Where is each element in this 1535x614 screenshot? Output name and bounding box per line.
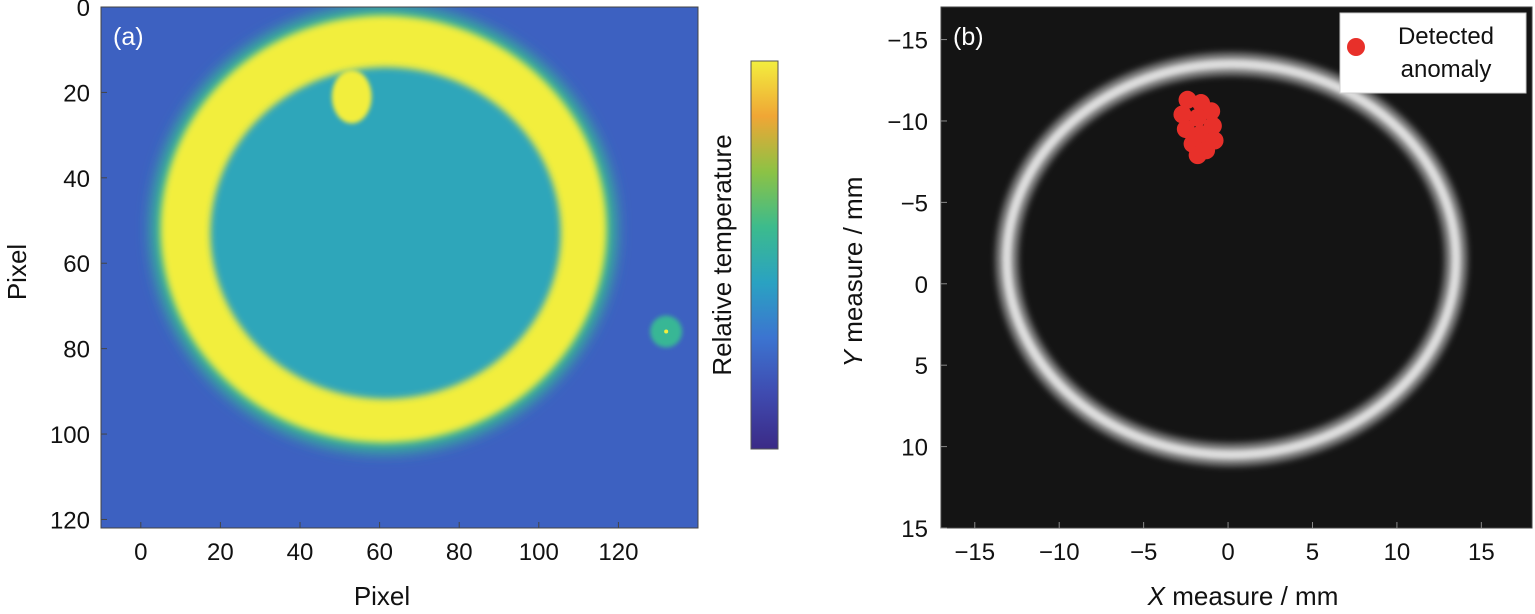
panel-b-label: (b) [953, 23, 984, 51]
heatmap-y-tick-label: 120 [50, 507, 90, 534]
heatmap-y-tick-label: 0 [77, 0, 90, 22]
reconstruction-y-tick-label: −10 [887, 109, 928, 136]
reconstruction-ring [1002, 59, 1461, 460]
anomaly-point [1178, 90, 1197, 109]
heatmap-y-tick-label: 80 [63, 337, 90, 364]
reconstruction-background [941, 7, 1532, 528]
reconstruction-x-ticks: −15 −10 −5 0 5 10 15 [954, 522, 1495, 566]
heatmap-x-axis-label: Pixel [354, 581, 410, 611]
legend-label-line1: Detected [1398, 23, 1494, 50]
heatmap-y-ticks: 0 20 40 60 80 100 120 [50, 0, 107, 534]
heatmap-x-tick-label: 60 [366, 539, 393, 566]
heatmap-y-tick-label: 60 [63, 251, 90, 278]
anomaly-point [1173, 105, 1192, 124]
x-axis-label-italic: X [1147, 581, 1167, 611]
anomaly-point [1202, 102, 1221, 121]
heatmap-x-tick-label: 120 [598, 539, 638, 566]
heatmap-x-tick-label: 40 [287, 539, 314, 566]
reconstruction-frame [940, 6, 1533, 529]
y-axis-label-italic: Y [838, 348, 868, 367]
thermal-heatmap-panel: (a) 0 20 40 60 80 100 120 0 20 40 60 80 100 120 Pixe… [2, 0, 779, 611]
legend-box [1339, 12, 1527, 94]
reconstruction-x-tick-label: 10 [1384, 539, 1411, 566]
heatmap-frame [100, 6, 699, 529]
colorbar-label: Relative temperature [707, 134, 737, 375]
heatmap-y-axis-label: Pixel [2, 244, 32, 300]
hot-spot [331, 69, 372, 124]
reconstruction-y-axis-label: Y measure / mm [838, 177, 868, 368]
reconstruction-x-tick-label: 5 [1306, 539, 1319, 566]
reconstruction-y-tick-label: 15 [901, 516, 928, 543]
legend-label-line2: anomaly [1401, 56, 1492, 83]
reconstruction-x-axis-label: X measure / mm [1147, 581, 1339, 611]
reconstruction-panel: (b) −15 −10 −5 0 5 10 15 −15 −10 −5 0 5 10 15 X meas… [838, 6, 1533, 611]
reconstruction-plot-area [941, 7, 1532, 528]
heatmap-x-tick-label: 80 [446, 539, 473, 566]
reconstruction-y-tick-label: −15 [887, 28, 928, 55]
y-axis-label-rest: measure / mm [838, 177, 868, 350]
reconstruction-x-tick-label: −10 [1039, 539, 1080, 566]
heatmap-x-tick-label: 100 [519, 539, 559, 566]
reconstruction-x-tick-label: −5 [1130, 539, 1157, 566]
legend: Detected anomaly [1339, 12, 1527, 94]
reconstruction-x-tick-label: 15 [1468, 539, 1495, 566]
reconstruction-y-tick-label: 5 [915, 353, 928, 380]
x-axis-label-rest: measure / mm [1165, 581, 1338, 611]
colorbar [750, 60, 779, 450]
anomaly-point [1188, 108, 1207, 127]
reconstruction-y-ticks: −15 −10 −5 0 5 10 15 [887, 28, 947, 543]
ring-interior [210, 67, 561, 399]
legend-marker [1347, 38, 1365, 56]
heatmap-plot-area [101, 7, 698, 528]
reconstruction-y-tick-label: −5 [901, 190, 928, 217]
heatmap-x-tick-label: 20 [207, 539, 234, 566]
heatmap-y-tick-label: 40 [63, 166, 90, 193]
anomaly-point [1176, 120, 1195, 139]
reconstruction-x-tick-label: 0 [1221, 539, 1234, 566]
panel-a-label: (a) [113, 23, 144, 51]
heatmap-x-tick-label: 0 [134, 539, 147, 566]
reconstruction-x-tick-label: −15 [954, 539, 995, 566]
small-spot-core [664, 329, 669, 334]
heatmap-x-ticks: 0 20 40 60 80 100 120 [134, 522, 638, 566]
heatmap-y-tick-label: 100 [50, 422, 90, 449]
reconstruction-y-tick-label: 10 [901, 435, 928, 462]
reconstruction-y-tick-label: 0 [915, 272, 928, 299]
anomaly-point [1188, 146, 1207, 165]
heatmap-y-tick-label: 20 [63, 80, 90, 107]
